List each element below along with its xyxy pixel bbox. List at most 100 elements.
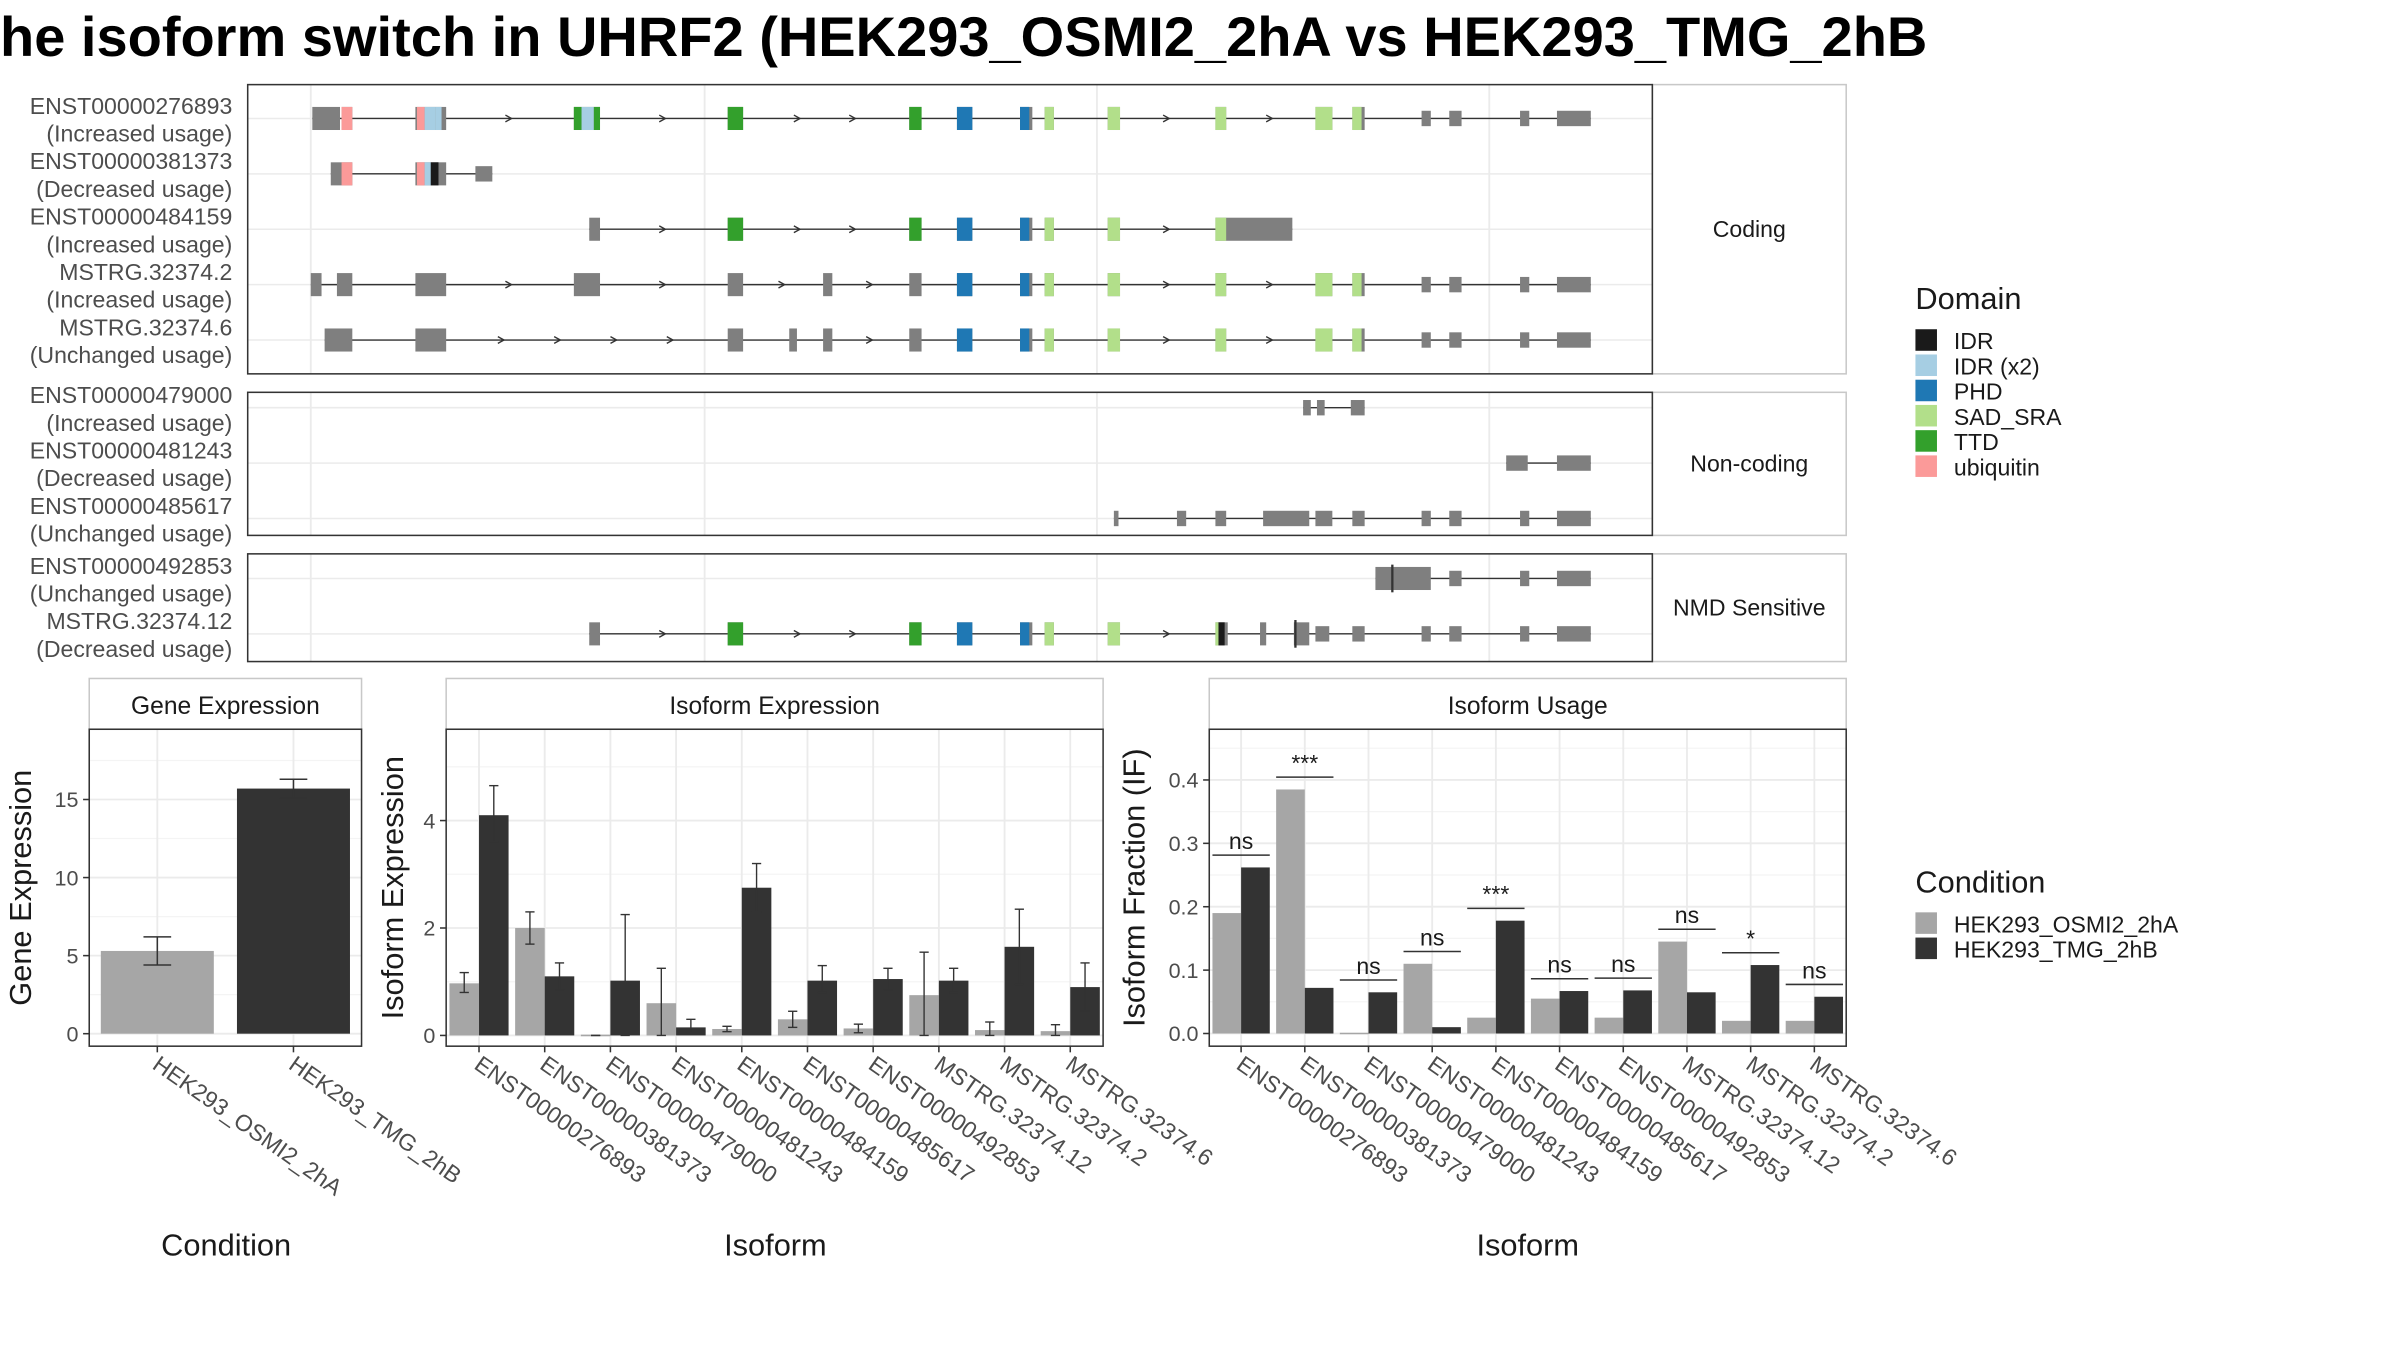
domain-sad-sra — [1044, 328, 1054, 352]
exon — [1556, 626, 1591, 642]
domain-phd — [956, 106, 973, 131]
panel-nmd: NMD Sensitive ENST00000492853(Unchanged u… — [30, 553, 1847, 663]
bar — [1403, 963, 1433, 1034]
domain-legend-label: PHD — [1954, 379, 2003, 405]
exon — [1316, 400, 1325, 416]
domain-sad-sra — [1044, 106, 1054, 131]
domain-sad-sra — [1107, 622, 1121, 646]
y-tick-label: 0 — [66, 1022, 78, 1046]
bar — [1212, 913, 1242, 1034]
exon — [1315, 626, 1330, 642]
domain-phd — [956, 273, 973, 297]
bar — [1623, 990, 1652, 1034]
domain-sad-sra — [1044, 622, 1054, 646]
transcript-usage-label: (Decreased usage) — [36, 465, 232, 491]
exon — [1556, 276, 1591, 293]
panel-background — [247, 553, 1653, 662]
exon — [1421, 626, 1431, 642]
domain-phd — [1020, 622, 1030, 646]
panel-strip — [1651, 83, 1847, 375]
y-tick-label: 4 — [423, 809, 435, 833]
exon — [1352, 510, 1365, 527]
transcript-MSTRG.32374.2: MSTRG.32374.2(Increased usage) — [46, 259, 1591, 313]
bar — [1432, 1027, 1461, 1034]
chart-title: Gene Expression — [131, 693, 320, 720]
condition-legend-label: HEK293_TMG_2hB — [1954, 937, 2158, 963]
transcript-id-label: ENST00000381373 — [30, 148, 233, 174]
domain-legend-label: SAD_SRA — [1954, 404, 2062, 430]
intron-direction-arrow — [1162, 336, 1171, 344]
chart-border — [445, 728, 1104, 1047]
exon — [1260, 622, 1267, 646]
transcript-id-label: ENST00000481243 — [30, 437, 233, 463]
exon — [1506, 455, 1528, 471]
domain-legend-swatch — [1915, 354, 1937, 377]
transcript-usage-label: (Increased usage) — [46, 410, 232, 436]
transcript-usage-label: (Increased usage) — [46, 287, 232, 313]
y-axis-title: Isoform Expression — [375, 756, 410, 1019]
exon — [415, 273, 447, 297]
domain-idr-x2- — [581, 106, 594, 131]
transcript-ENST00000485617: ENST00000485617(Unchanged usage) — [30, 493, 1591, 547]
intron-direction-arrow — [865, 280, 874, 289]
transcript-ENST00000492853: ENST00000492853(Unchanged usage) — [30, 553, 1591, 607]
exon — [1315, 510, 1333, 527]
exon — [1421, 332, 1431, 348]
significance-label: ns — [1802, 957, 1826, 983]
domain-phd — [1020, 328, 1030, 352]
bar — [1594, 1017, 1624, 1034]
domain-phd — [1020, 106, 1030, 131]
y-tick-label: 0.2 — [1169, 895, 1199, 919]
intron-direction-arrow — [1265, 336, 1274, 344]
bar — [1559, 991, 1589, 1034]
intron-direction-arrow — [1265, 280, 1274, 289]
transcript-usage-label: (Increased usage) — [46, 231, 232, 257]
domain-phd — [1020, 273, 1030, 297]
intron-direction-arrow — [610, 336, 619, 344]
domain-sad-sra — [1315, 273, 1333, 297]
significance-label: * — [1746, 926, 1755, 952]
intron-direction-arrow — [658, 225, 667, 234]
bar — [1750, 965, 1780, 1034]
bar — [1785, 1020, 1815, 1034]
domain-sad-sra — [1107, 273, 1121, 297]
intron-direction-arrow — [1162, 280, 1171, 289]
y-tick-label: 0.4 — [1169, 769, 1199, 793]
exon — [909, 328, 922, 352]
intron-direction-arrow — [658, 629, 667, 638]
bar — [1304, 987, 1334, 1034]
bar — [1495, 920, 1525, 1034]
exon — [1352, 626, 1365, 642]
exon — [1421, 510, 1431, 527]
domain-sad-sra — [1352, 106, 1362, 131]
exon — [1113, 510, 1119, 527]
transcript-id-label: ENST00000479000 — [30, 382, 233, 408]
exon — [1215, 510, 1227, 527]
panel-strip — [1651, 553, 1847, 663]
intron-direction-arrow — [848, 114, 857, 123]
domain-ttd — [727, 622, 744, 646]
bar — [1658, 941, 1687, 1034]
significance-label: ns — [1420, 924, 1444, 950]
intron-direction-arrow — [793, 114, 802, 123]
transcript-id-label: ENST00000485617 — [30, 493, 233, 519]
chart-strip — [88, 677, 363, 731]
intron-direction-arrow — [793, 225, 802, 234]
transcript-usage-label: (Unchanged usage) — [30, 521, 233, 547]
intron-direction-arrow — [793, 629, 802, 638]
exon — [1350, 400, 1365, 416]
exon — [727, 273, 744, 297]
intron-direction-arrow — [497, 336, 506, 344]
panel-strip-label: NMD Sensitive — [1673, 594, 1826, 620]
exon — [1556, 570, 1591, 587]
y-tick-label: 2 — [423, 917, 435, 941]
y-tick-label: 0 — [423, 1024, 435, 1048]
panel-border — [246, 553, 1654, 663]
domain-sad-sra — [1044, 273, 1054, 297]
y-tick-label: 15 — [55, 788, 79, 812]
domain-idr — [1218, 622, 1225, 646]
domain-ubiquitin — [341, 106, 353, 131]
exon — [1520, 332, 1530, 348]
